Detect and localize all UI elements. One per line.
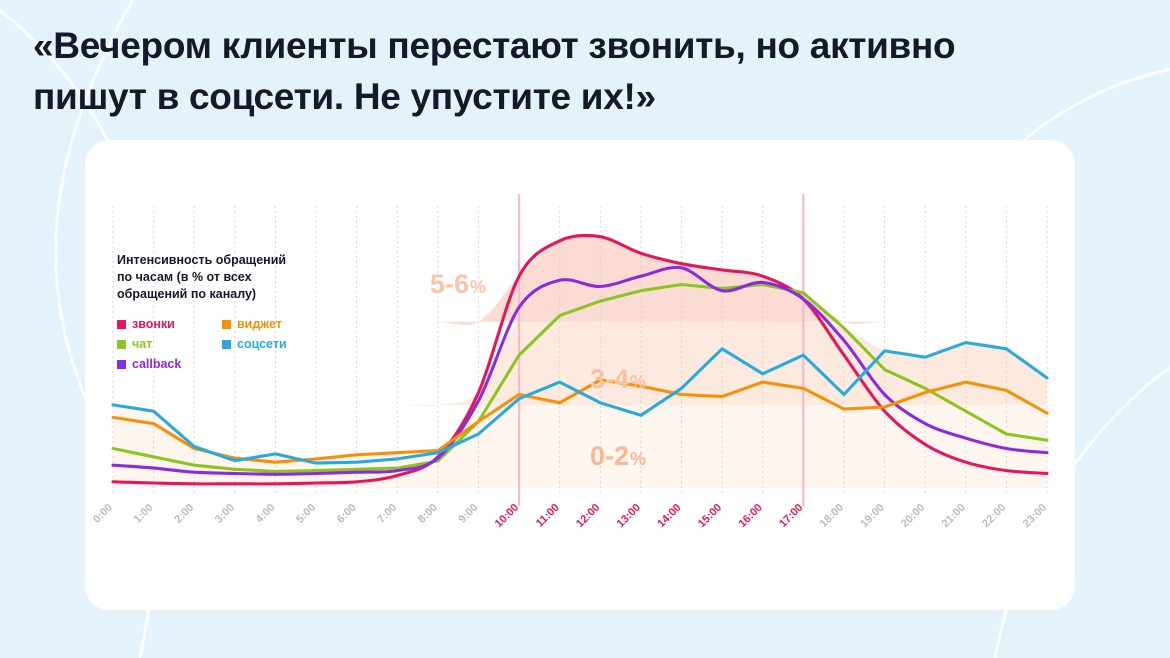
- x-tick-2:00: 2:00: [172, 502, 196, 526]
- series-lines: [111, 233, 1049, 486]
- series-line-соцсети: [111, 341, 1049, 465]
- series-line-callback: [111, 265, 1049, 476]
- series-line-чат: [111, 282, 1049, 473]
- legend-items: звонки чат callback виджет соцсети: [117, 317, 352, 377]
- legend-swatch-icon: [117, 319, 126, 329]
- x-tick-6:00: 6:00: [335, 502, 359, 526]
- chart-card: 0:00 1:00 2:00 3:00 4:00 5:00 6:00 7:00 8:00 9:00…: [85, 140, 1075, 610]
- value-band-band-3-4: [113, 316, 1047, 406]
- legend-item-callback: callback: [117, 357, 222, 371]
- x-tick-18:00: 18:00: [818, 502, 846, 530]
- legend-item-виджет: виджет: [222, 317, 327, 331]
- x-tick-23:00: 23:00: [1021, 502, 1049, 530]
- x-tick-7:00: 7:00: [375, 502, 399, 526]
- legend-item-label: чат: [132, 337, 153, 351]
- band-0-2-label: 0-2%: [590, 441, 646, 471]
- x-tick-13:00: 13:00: [615, 502, 643, 530]
- x-tick-3:00: 3:00: [213, 502, 237, 526]
- series-line-звонки: [111, 233, 1049, 486]
- chart-legend: Интенсивность обращений по часам (в % от…: [117, 252, 352, 377]
- legend-item-label: callback: [132, 357, 182, 371]
- legend-column-left: звонки чат callback: [117, 317, 222, 377]
- legend-item-чат: чат: [117, 337, 222, 351]
- legend-title: Интенсивность обращений по часам (в % от…: [117, 253, 287, 301]
- x-tick-20:00: 20:00: [899, 502, 927, 530]
- x-tick-12:00: 12:00: [574, 502, 602, 530]
- page-title: «Вечером клиенты перестают звонить, но а…: [33, 25, 956, 118]
- band-5-6-label: 5-6%: [430, 269, 486, 299]
- legend-item-label: соцсети: [237, 337, 287, 351]
- x-tick-9:00: 9:00: [457, 502, 481, 526]
- x-axis-tick-labels: 0:00 1:00 2:00 3:00 4:00 5:00 6:00 7:00 8:00 9:00…: [91, 502, 1049, 530]
- x-tick-19:00: 19:00: [858, 502, 886, 530]
- x-tick-22:00: 22:00: [980, 502, 1008, 530]
- x-tick-5:00: 5:00: [294, 502, 318, 526]
- x-tick-4:00: 4:00: [253, 502, 277, 526]
- legend-item-label: виджет: [237, 317, 282, 331]
- value-band-band-0-2: [113, 401, 1047, 488]
- x-tick-0:00: 0:00: [91, 502, 115, 526]
- x-tick-11:00: 11:00: [534, 502, 562, 530]
- band-annotation-labels: 5-6% 3-4% 0-2%: [430, 269, 646, 471]
- x-tick-17:00: 17:00: [777, 502, 805, 530]
- intensity-line-chart: 0:00 1:00 2:00 3:00 4:00 5:00 6:00 7:00 8:00 9:00…: [91, 194, 1049, 530]
- legend-item-соцсети: соцсети: [222, 337, 327, 351]
- x-tick-16:00: 16:00: [736, 502, 764, 530]
- x-tick-21:00: 21:00: [940, 502, 968, 530]
- hour-marker-lines: [517, 194, 805, 506]
- legend-item-звонки: звонки: [117, 317, 222, 331]
- x-tick-10:00: 10:00: [493, 502, 521, 530]
- legend-swatch-icon: [222, 339, 231, 349]
- x-tick-1:00: 1:00: [132, 502, 156, 526]
- x-tick-8:00: 8:00: [416, 502, 440, 526]
- x-tick-14:00: 14:00: [655, 502, 683, 530]
- legend-item-label: звонки: [132, 317, 175, 331]
- legend-column-right: виджет соцсети: [222, 317, 327, 377]
- legend-swatch-icon: [222, 319, 231, 329]
- x-tick-15:00: 15:00: [696, 502, 724, 530]
- legend-swatch-icon: [117, 339, 126, 349]
- band-3-4-label: 3-4%: [590, 364, 646, 394]
- legend-swatch-icon: [117, 359, 126, 369]
